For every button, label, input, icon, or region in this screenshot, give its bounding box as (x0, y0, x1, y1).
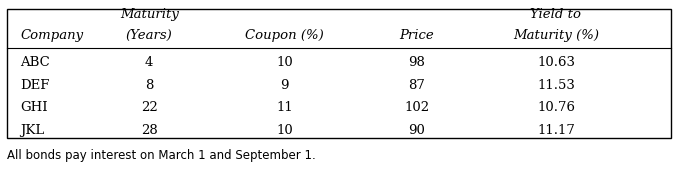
Text: JKL: JKL (20, 124, 45, 137)
Text: 8: 8 (145, 79, 153, 92)
Text: 102: 102 (404, 101, 430, 114)
Text: 10.76: 10.76 (537, 101, 575, 114)
Text: All bonds pay interest on March 1 and September 1.: All bonds pay interest on March 1 and Se… (7, 149, 315, 162)
Text: 98: 98 (409, 56, 425, 69)
Text: Yield to: Yield to (530, 8, 582, 21)
Text: 4: 4 (145, 56, 153, 69)
Text: 22: 22 (141, 101, 157, 114)
Text: 90: 90 (409, 124, 425, 137)
Text: 11.53: 11.53 (537, 79, 575, 92)
Text: Coupon (%): Coupon (%) (245, 29, 324, 42)
Text: 11: 11 (277, 101, 293, 114)
FancyBboxPatch shape (7, 9, 671, 138)
Text: Company: Company (20, 29, 83, 42)
Text: 11.17: 11.17 (537, 124, 575, 137)
Text: 10: 10 (277, 124, 293, 137)
Text: Maturity: Maturity (120, 8, 178, 21)
Text: Maturity (%): Maturity (%) (513, 29, 599, 42)
Text: (Years): (Years) (126, 29, 172, 42)
Text: DEF: DEF (20, 79, 49, 92)
Text: 87: 87 (409, 79, 425, 92)
Text: 28: 28 (141, 124, 157, 137)
Text: 10.63: 10.63 (537, 56, 575, 69)
Text: GHI: GHI (20, 101, 48, 114)
Text: 9: 9 (281, 79, 289, 92)
Text: 10: 10 (277, 56, 293, 69)
Text: ABC: ABC (20, 56, 50, 69)
Text: Price: Price (399, 29, 435, 42)
